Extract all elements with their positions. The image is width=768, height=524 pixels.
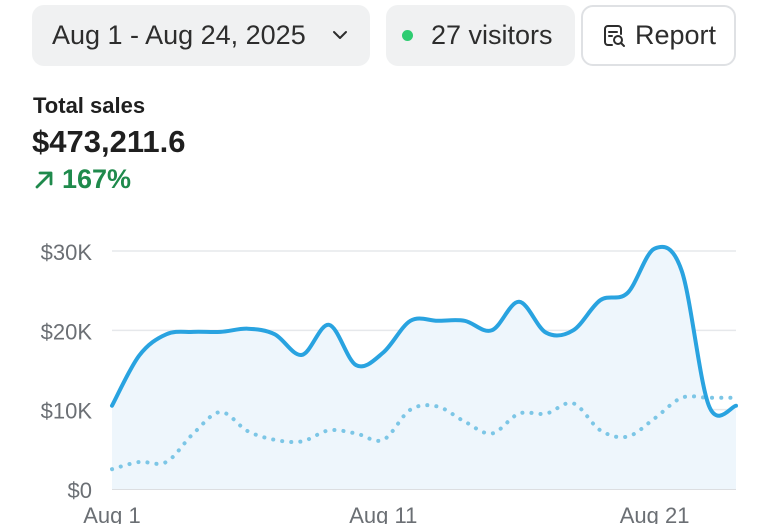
status-dot — [402, 30, 413, 41]
x-tick-label: Aug 11 — [349, 503, 417, 524]
date-range-dropdown[interactable]: Aug 1 - Aug 24, 2025 — [32, 5, 370, 66]
date-range-label: Aug 1 - Aug 24, 2025 — [52, 20, 306, 50]
metric-change: 167% — [32, 164, 131, 195]
y-tick-label: $0 — [68, 478, 92, 503]
filter-bar: Aug 1 - Aug 24, 2025 27 visitors Report — [0, 0, 768, 70]
x-tick-label: Aug 21 — [620, 503, 690, 524]
x-tick-label: Aug 1 — [83, 503, 141, 524]
metric-label: Total sales — [33, 93, 146, 118]
report-label: Report — [635, 20, 717, 50]
y-tick-label: $30K — [41, 240, 93, 265]
metric-value: $473,211.6 — [32, 124, 186, 159]
previous-series-line — [110, 394, 738, 472]
current-area-fill — [112, 246, 736, 489]
metric-change-value: 167% — [62, 164, 132, 194]
y-tick-label: $20K — [41, 319, 93, 344]
arrow-up-right-icon — [35, 171, 53, 188]
current-series-line — [110, 244, 738, 418]
chevron-down-icon — [333, 31, 347, 39]
visitors-indicator[interactable]: 27 visitors — [386, 5, 575, 66]
visitors-label: 27 visitors — [431, 20, 553, 50]
y-tick-label: $10K — [41, 399, 93, 424]
sales-line-chart: $0 $10K $20K $30K Aug 1 Aug 11 Aug 21 — [41, 240, 738, 524]
report-search-icon — [604, 24, 625, 47]
report-button[interactable]: Report — [581, 5, 736, 66]
